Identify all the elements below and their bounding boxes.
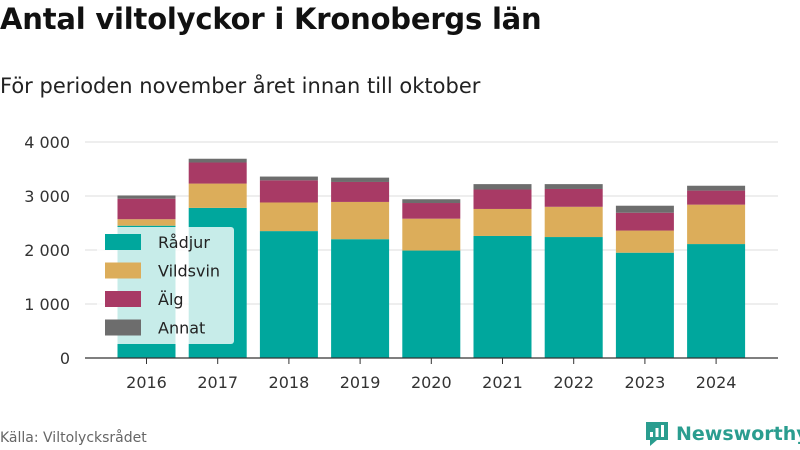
bar-segment-vildsvin-2020 [402,218,461,251]
x-tick-label: 2017 [197,373,238,392]
y-tick-label: 1 000 [24,295,70,314]
bar-segment-alg-2022 [544,188,603,207]
x-tick-label: 2018 [269,373,310,392]
bar-segment-radjur-2024 [687,244,746,358]
y-tick-label: 0 [60,349,70,368]
bar-segment-alg-2020 [402,203,461,219]
bar-segment-annat-2024 [687,185,746,191]
legend-swatch [105,291,141,307]
legend-swatch [105,234,141,250]
bar-segment-vildsvin-2018 [259,202,318,232]
chart-subtitle: För perioden november året innan till ok… [0,74,481,98]
x-tick-label: 2024 [696,373,737,392]
y-tick-label: 2 000 [24,241,70,260]
bar-segment-annat-2021 [473,184,532,190]
brand-name: Newsworthy [676,423,800,445]
bar-segment-alg-2021 [473,189,532,209]
bar-segment-vildsvin-2023 [615,230,674,253]
bar-segment-radjur-2018 [259,231,318,358]
x-tick-label: 2022 [553,373,594,392]
bar-segment-radjur-2023 [615,252,674,358]
bar-segment-vildsvin-2024 [687,204,746,245]
newsworthy-icon [646,422,668,446]
x-tick-label: 2019 [340,373,381,392]
y-tick-label: 3 000 [24,187,70,206]
bar-segment-alg-2017 [188,162,247,184]
bar-segment-radjur-2020 [402,250,461,358]
source-note: Källa: Viltolycksrådet [0,430,147,446]
bar-segment-annat-2022 [544,184,603,189]
x-axis: 2016 2017 2018 2019 2020 2021 2022 2023 2024 [85,357,778,392]
x-tick-label: 2020 [411,373,452,392]
legend-label: Annat [158,319,205,338]
bar-segment-alg-2018 [259,180,318,203]
x-tick-label: 2023 [625,373,666,392]
bar-segment-vildsvin-2019 [331,201,390,240]
bar-segment-vildsvin-2016 [117,219,176,226]
y-axis: 0 1 000 2 000 3 000 4 000 [24,133,70,368]
legend-box [97,227,234,344]
bar-segment-annat-2020 [402,199,461,204]
bar-segment-vildsvin-2022 [544,206,603,238]
x-tick-label: 2021 [482,373,523,392]
y-tick-label: 4 000 [24,133,70,152]
bar-segment-radjur-2021 [473,235,532,358]
legend-label: Älg [158,290,184,309]
bar-segment-vildsvin-2017 [188,183,247,208]
chart-title: Antal viltolyckor i Kronobergs län [0,2,542,36]
bar-segment-annat-2016 [117,195,176,199]
bar-segment-vildsvin-2021 [473,208,532,236]
legend-label: Rådjur [158,233,210,252]
legend-swatch [105,262,141,279]
brand-logo: Newsworthy [644,420,800,448]
legend: Rådjur Vildsvin Älg Annat [97,227,234,344]
legend-swatch [105,319,141,336]
bar-segment-annat-2018 [259,176,318,181]
bar-segment-alg-2024 [687,190,746,205]
bar-segment-alg-2019 [331,181,390,202]
bar-segment-alg-2023 [615,212,674,231]
x-tick-label: 2016 [126,373,167,392]
bar-segment-radjur-2019 [331,239,390,358]
bar-segment-annat-2017 [188,158,247,163]
bar-segment-alg-2016 [117,198,176,220]
bar-segment-annat-2023 [615,205,674,213]
legend-label: Vildsvin [158,262,220,281]
bar-segment-radjur-2022 [544,237,603,358]
bar-segment-annat-2019 [331,177,390,182]
